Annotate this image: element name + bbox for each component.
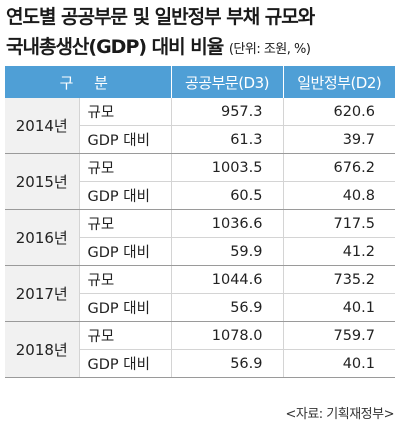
- public-scale-value: 1078.0: [171, 321, 284, 350]
- general-ratio-value: 40.1: [283, 349, 395, 378]
- header-general-government: 일반정부(D2): [282, 66, 395, 98]
- table-row: GDP 대비 56.9 40.1: [5, 349, 395, 378]
- public-scale-value: 1036.6: [171, 209, 284, 238]
- public-ratio-value: 56.9: [171, 349, 284, 378]
- header-public-sector: 공공부문(D3): [170, 66, 283, 98]
- page-title: 연도별 공공부문 및 일반정부 부채 규모와 국내총생산(GDP) 대비 비율 …: [6, 2, 398, 65]
- table-row: 2016년 규모 1036.6 717.5: [5, 209, 395, 266]
- table-row: 2014년 규모 957.3 620.6: [5, 98, 395, 154]
- table-row: 2015년 규모 1003.5 676.2: [5, 153, 395, 210]
- row-label-scale: 규모: [79, 209, 172, 238]
- table-header-row: 구 분 공공부문(D3) 일반정부(D2): [5, 66, 395, 98]
- row-label-gdp-ratio: GDP 대비: [79, 237, 172, 266]
- row-label-scale: 규모: [79, 321, 172, 350]
- table-row: 2018년 규모 1078.0 759.7: [5, 321, 395, 378]
- general-ratio-value: 41.2: [283, 237, 395, 266]
- general-ratio-value: 40.1: [283, 293, 395, 322]
- year-cell: 2018년: [5, 321, 80, 378]
- general-scale-value: 717.5: [283, 209, 395, 238]
- row-label-scale: 규모: [79, 265, 172, 294]
- year-cell: 2015년: [5, 153, 80, 210]
- year-cell: 2014년: [5, 98, 80, 154]
- general-scale-value: 735.2: [283, 265, 395, 294]
- general-ratio-value: 40.8: [283, 181, 395, 210]
- table-row: GDP 대비 61.3 39.7: [5, 125, 395, 154]
- title-line-2: 국내총생산(GDP) 대비 비율: [6, 36, 224, 58]
- public-scale-value: 1003.5: [171, 153, 284, 182]
- table-row: 2017년 규모 1044.6 735.2: [5, 265, 395, 322]
- public-ratio-value: 56.9: [171, 293, 284, 322]
- year-cell: 2016년: [5, 209, 80, 266]
- row-label-scale: 규모: [79, 153, 172, 182]
- row-label-scale: 규모: [79, 98, 172, 126]
- header-category: 구 분: [5, 66, 171, 98]
- table-row: GDP 대비 59.9 41.2: [5, 237, 395, 266]
- public-ratio-value: 60.5: [171, 181, 284, 210]
- row-label-gdp-ratio: GDP 대비: [79, 293, 172, 322]
- public-ratio-value: 61.3: [171, 125, 284, 154]
- row-label-gdp-ratio: GDP 대비: [79, 125, 172, 154]
- general-scale-value: 676.2: [283, 153, 395, 182]
- public-scale-value: 957.3: [171, 98, 284, 126]
- general-ratio-value: 39.7: [283, 125, 395, 154]
- row-label-gdp-ratio: GDP 대비: [79, 349, 172, 378]
- public-scale-value: 1044.6: [171, 265, 284, 294]
- title-line-1: 연도별 공공부문 및 일반정부 부채 규모와: [6, 6, 315, 28]
- public-ratio-value: 59.9: [171, 237, 284, 266]
- year-cell: 2017년: [5, 265, 80, 322]
- source-note: <자료: 기획재정부>: [285, 407, 394, 422]
- row-label-gdp-ratio: GDP 대비: [79, 181, 172, 210]
- debt-table: 구 분 공공부문(D3) 일반정부(D2) 2014년 규모 957.3 620…: [5, 66, 395, 378]
- table-row: GDP 대비 56.9 40.1: [5, 293, 395, 322]
- general-scale-value: 620.6: [283, 98, 395, 126]
- table-row: GDP 대비 60.5 40.8: [5, 181, 395, 210]
- unit-note: (단위: 조원, %): [228, 42, 311, 57]
- general-scale-value: 759.7: [283, 321, 395, 350]
